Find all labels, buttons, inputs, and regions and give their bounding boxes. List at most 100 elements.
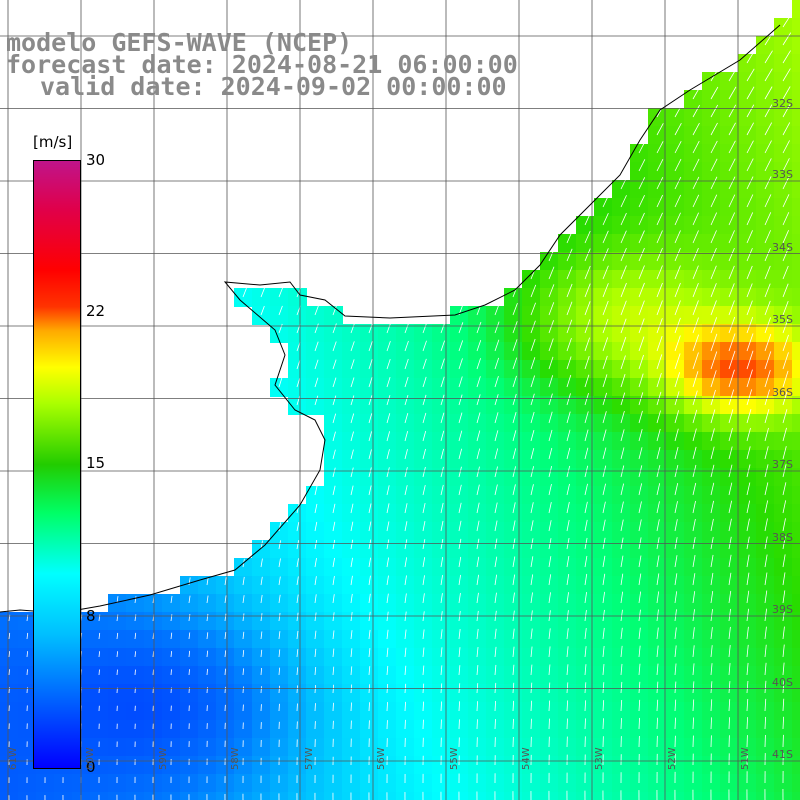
wind-arrow bbox=[656, 410, 661, 424]
wind-speed-cell bbox=[756, 648, 775, 667]
wind-speed-cell bbox=[576, 396, 595, 415]
wind-arrow bbox=[782, 662, 785, 676]
wind-speed-cell bbox=[774, 630, 793, 649]
wind-speed-cell bbox=[630, 216, 649, 235]
wind-speed-cell bbox=[126, 612, 145, 631]
lat-label-40s: 40S bbox=[772, 676, 793, 689]
wind-speed-cell bbox=[342, 504, 361, 523]
wind-arrow bbox=[440, 520, 444, 532]
wind-arrow bbox=[530, 466, 535, 478]
wind-speed-cell bbox=[234, 594, 253, 613]
wind-arrow bbox=[404, 521, 408, 532]
wind-arrow bbox=[728, 247, 735, 262]
wind-arrow bbox=[728, 68, 737, 82]
wind-arrow bbox=[674, 282, 681, 298]
wind-speed-cell bbox=[720, 576, 739, 595]
wind-arrow bbox=[386, 702, 388, 712]
wind-speed-cell bbox=[450, 306, 469, 325]
wind-arrow bbox=[548, 338, 554, 352]
wind-arrow bbox=[404, 340, 409, 352]
wind-arrow bbox=[638, 609, 641, 622]
wind-speed-cell bbox=[216, 648, 235, 667]
wind-arrow bbox=[584, 700, 587, 712]
wind-arrow bbox=[332, 612, 335, 622]
wind-speed-cell bbox=[468, 378, 487, 397]
wind-speed-cell bbox=[792, 216, 800, 235]
wind-speed-cell bbox=[504, 666, 523, 685]
wind-arrow bbox=[458, 592, 461, 604]
wind-arrow bbox=[422, 503, 426, 514]
wind-arrow bbox=[656, 194, 664, 208]
wind-speed-cell bbox=[144, 702, 163, 721]
wind-speed-cell bbox=[360, 702, 379, 721]
wind-speed-cell bbox=[738, 180, 757, 199]
wind-speed-cell bbox=[540, 522, 559, 541]
wind-arrow bbox=[422, 466, 426, 478]
wind-arrow bbox=[692, 536, 696, 550]
wind-speed-cell bbox=[738, 504, 757, 523]
wind-speed-cell bbox=[108, 738, 127, 757]
wind-arrow bbox=[764, 140, 772, 154]
wind-arrow bbox=[656, 645, 659, 658]
wind-speed-cell bbox=[288, 288, 307, 307]
wind-arrow bbox=[512, 393, 517, 406]
wind-arrow bbox=[656, 123, 664, 136]
wind-speed-cell bbox=[252, 666, 271, 685]
wind-arrow bbox=[746, 212, 754, 226]
wind-speed-cell bbox=[270, 792, 289, 800]
wind-arrow bbox=[332, 539, 336, 550]
wind-arrow bbox=[512, 556, 516, 568]
wind-speed-cell bbox=[774, 90, 793, 109]
wind-arrow bbox=[422, 322, 428, 334]
wind-arrow bbox=[512, 646, 515, 658]
wind-arrow bbox=[710, 572, 714, 586]
wind-speed-cell bbox=[702, 486, 721, 505]
lon-label-53w: 53W bbox=[594, 747, 605, 770]
wind-speed-cell bbox=[792, 630, 800, 649]
wind-speed-cell bbox=[612, 216, 631, 235]
wind-arrow bbox=[584, 718, 586, 730]
wind-arrow bbox=[710, 212, 718, 226]
wind-speed-cell bbox=[486, 450, 505, 469]
wind-speed-cell bbox=[720, 702, 739, 721]
wind-speed-cell bbox=[612, 612, 631, 631]
wind-speed-cell bbox=[576, 486, 595, 505]
wind-speed-cell bbox=[486, 378, 505, 397]
wind-speed-cell bbox=[180, 684, 199, 703]
wind-arrow bbox=[350, 612, 353, 622]
wind-speed-cell bbox=[342, 630, 361, 649]
lon-label-55w: 55W bbox=[449, 747, 460, 770]
wind-arrow bbox=[548, 682, 551, 694]
wind-speed-cell bbox=[468, 342, 487, 361]
wind-arrow bbox=[170, 669, 172, 676]
wind-speed-cell bbox=[216, 792, 235, 800]
wind-speed-cell bbox=[126, 774, 145, 793]
wind-arrow bbox=[638, 483, 643, 496]
wind-speed-cell bbox=[432, 576, 451, 595]
wind-arrow bbox=[458, 647, 461, 658]
wind-arrow bbox=[494, 592, 497, 604]
wind-arrow bbox=[530, 338, 536, 352]
wind-arrow bbox=[332, 485, 336, 496]
wind-arrow bbox=[656, 372, 662, 388]
wind-speed-cell bbox=[702, 450, 721, 469]
wind-arrow bbox=[314, 630, 317, 640]
wind-speed-cell bbox=[450, 666, 469, 685]
wind-arrow bbox=[530, 320, 536, 334]
wind-arrow bbox=[512, 700, 515, 712]
wind-arrow bbox=[620, 447, 625, 460]
wind-arrow bbox=[674, 212, 681, 226]
wind-arrow bbox=[620, 282, 627, 298]
wind-speed-cell bbox=[702, 540, 721, 559]
wind-speed-cell bbox=[684, 324, 703, 343]
wind-arrow bbox=[620, 627, 623, 640]
wind-speed-cell bbox=[558, 630, 577, 649]
wind-arrow bbox=[548, 302, 555, 316]
wind-speed-cell bbox=[630, 774, 649, 793]
wind-arrow bbox=[260, 649, 263, 658]
wind-arrow bbox=[422, 430, 427, 442]
wind-arrow bbox=[548, 718, 550, 730]
wind-speed-cell bbox=[486, 576, 505, 595]
wind-speed-cell bbox=[684, 702, 703, 721]
wind-arrow bbox=[404, 557, 408, 568]
